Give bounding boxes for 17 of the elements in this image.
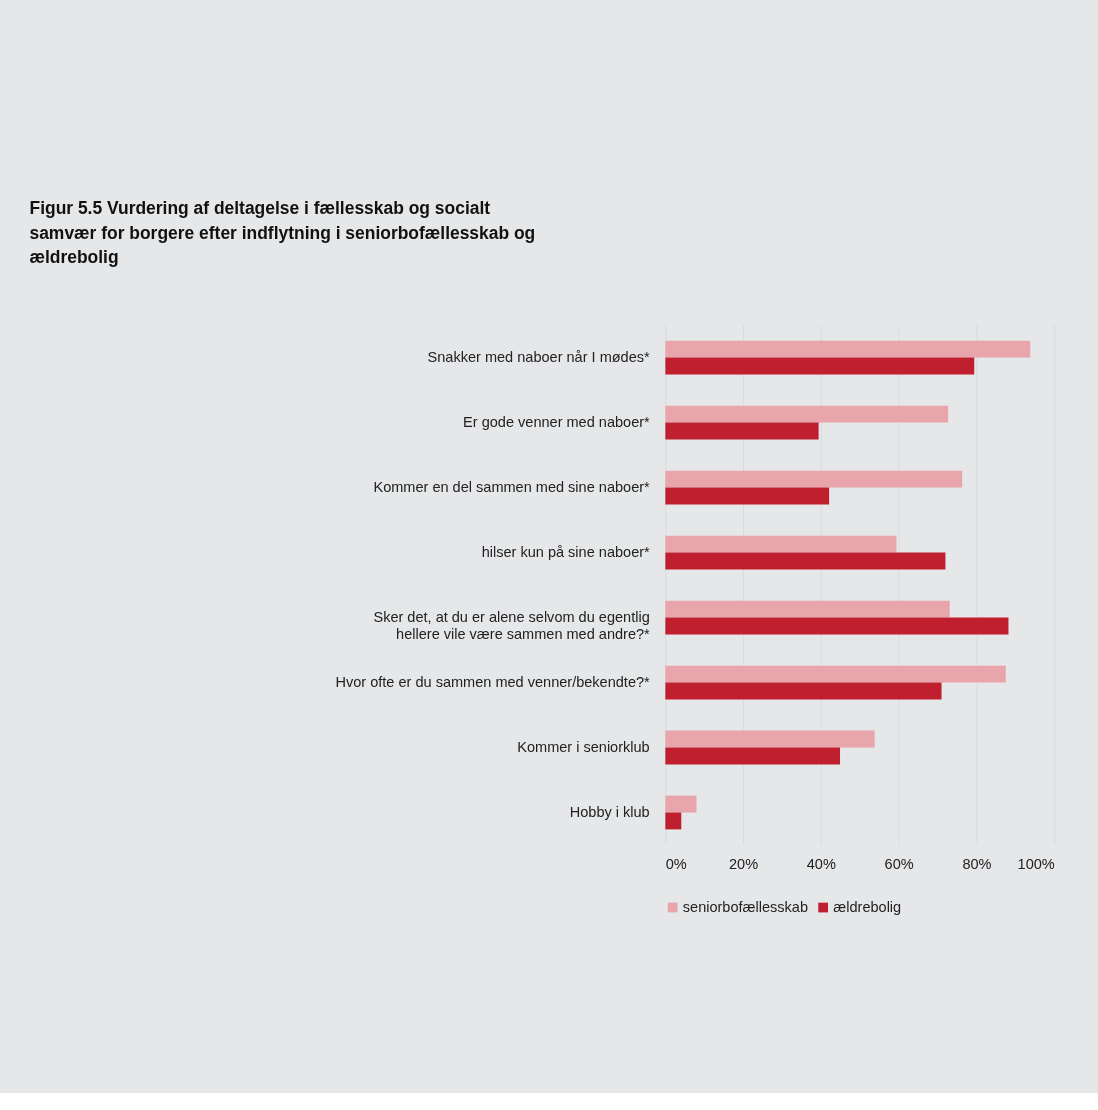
y-tick-label: Snakker med naboer når I mødes*	[427, 348, 651, 365]
x-tick-label: 60%	[884, 855, 914, 872]
y-tick-label: Hvor ofte er du sammen med venner/bekendte?*	[335, 673, 651, 690]
legend-label: seniorbofællesskab	[682, 898, 808, 915]
y-tick-label: Kommer en del sammen med sine naboer*	[373, 478, 651, 495]
y-tick-label: Hobby i klub	[569, 803, 650, 820]
text: Figur 5.5 Vurdering af deltagelse i fællesskab og socialt samvær for borgere efter indflytning i seniorbofællesskab og ældrebolig	[29, 197, 536, 268]
x-tick-label: 40%	[806, 855, 836, 872]
y-tick-label: Er gode venner med naboer*	[463, 413, 651, 430]
y-tick-label: Sker det, at du er alene selvom du egentlig hellere vile være sammen med andre?*	[373, 608, 651, 643]
x-tick-label: 20%	[728, 855, 759, 872]
y-tick-label: Kommer i seniorklub	[517, 738, 650, 755]
x-tick-label: 100%	[1017, 855, 1055, 872]
y-tick-label: hilser kun på sine naboer*	[481, 543, 651, 560]
x-tick-label: 80%	[962, 855, 992, 872]
legend-label: ældrebolig	[833, 898, 902, 915]
x-tick-label: 0%	[665, 855, 687, 872]
